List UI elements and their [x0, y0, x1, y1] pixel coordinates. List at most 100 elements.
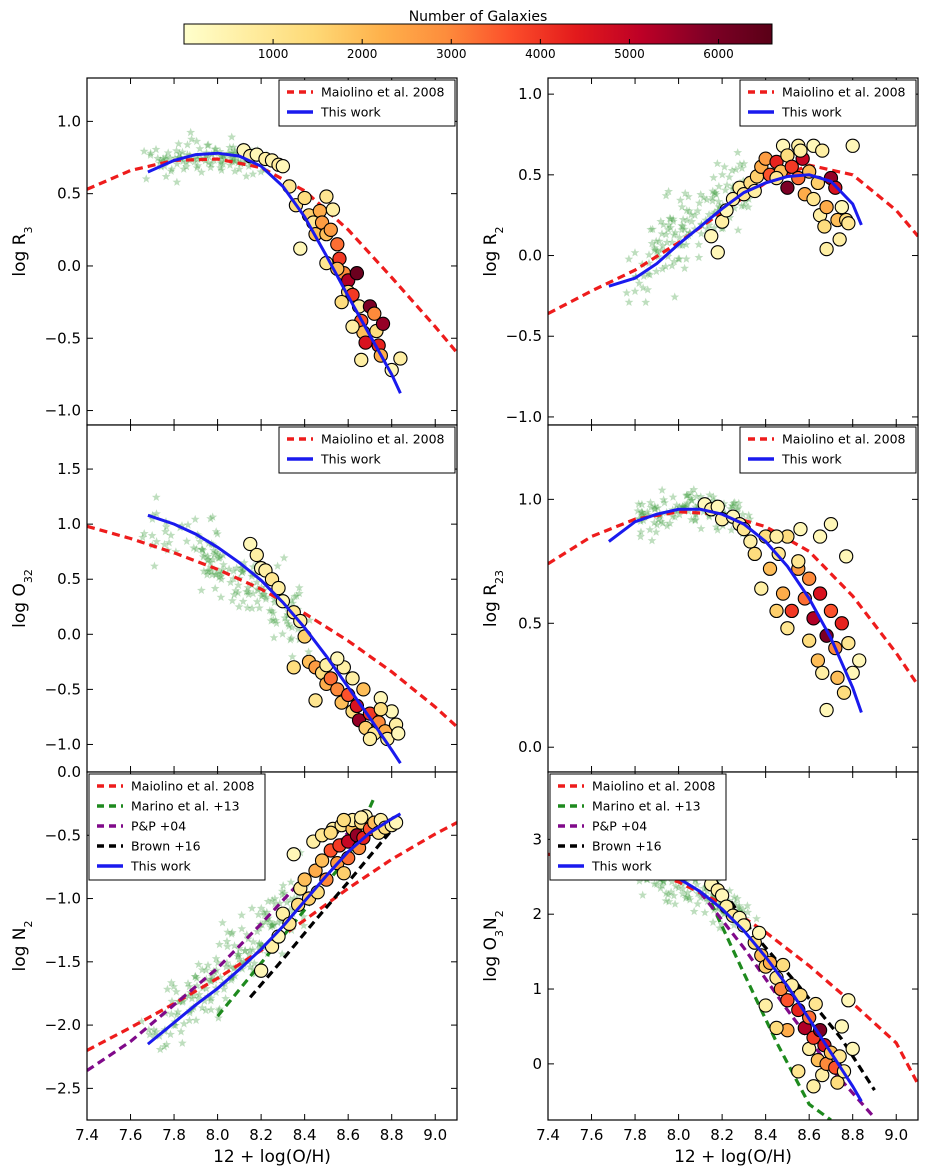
galaxy-bin-point [334, 294, 349, 310]
star-point [192, 973, 202, 982]
star-point [709, 223, 719, 232]
star-point [229, 590, 239, 599]
star-point [166, 166, 176, 175]
galaxy-bin-point [819, 241, 834, 257]
y-tick-label: 0.5 [57, 570, 81, 588]
star-point [704, 220, 714, 229]
star-point [159, 1042, 169, 1051]
star-point [714, 201, 724, 211]
star-point [267, 921, 277, 930]
y-tick-label: 1.0 [57, 112, 81, 130]
star-point [203, 556, 212, 565]
star-point [211, 954, 221, 963]
star-point [686, 493, 696, 502]
star-point [266, 922, 276, 931]
star-point [676, 195, 685, 204]
x-tick-label: 8.6 [797, 1126, 821, 1144]
star-point [161, 527, 170, 536]
star-point [243, 603, 252, 612]
star-point [213, 549, 222, 558]
star-point [228, 153, 237, 162]
star-point [201, 984, 211, 993]
y-tick-label: −0.5 [45, 329, 81, 347]
star-point [684, 506, 693, 516]
series-line-brown [248, 824, 398, 999]
y-tick-label: 0.5 [57, 185, 81, 203]
star-point [161, 172, 171, 181]
legend-box [278, 79, 456, 127]
star-point [670, 512, 680, 521]
star-point [244, 950, 254, 959]
star-point [227, 132, 237, 141]
legend-label: Marino et al. +13 [592, 799, 701, 814]
star-point [273, 918, 282, 927]
star-sample-group [622, 148, 754, 307]
star-point [714, 181, 724, 191]
star-point [236, 563, 246, 572]
series-line-this_work [147, 513, 402, 765]
star-point [727, 166, 737, 175]
star-point [270, 594, 279, 603]
star-point [248, 169, 258, 178]
colorbar-tick-label: 5000 [614, 47, 645, 61]
star-point [172, 1010, 182, 1019]
y-axis-label-sub2: 2 [493, 910, 506, 917]
star-point [287, 623, 297, 632]
star-point [268, 615, 278, 624]
star-point [638, 890, 648, 899]
star-point [719, 909, 729, 918]
series-line-pp04 [699, 891, 876, 1119]
star-point [687, 217, 697, 226]
star-point [174, 997, 183, 1006]
y-tick-label: 0.0 [518, 247, 542, 265]
galaxy-bin-point [806, 191, 821, 207]
star-point [637, 507, 646, 516]
star-point [187, 134, 196, 143]
star-point [254, 585, 263, 595]
star-point [206, 159, 216, 168]
star-point [270, 597, 279, 607]
star-point [152, 509, 161, 518]
star-point [263, 896, 273, 906]
y-axis-label-main2: N [481, 917, 501, 930]
star-point [226, 577, 235, 587]
star-point [286, 895, 295, 904]
star-point [686, 488, 696, 497]
galaxy-bin-point [330, 651, 345, 666]
star-point [237, 567, 247, 577]
star-point [637, 499, 647, 509]
galaxy-bin-point [834, 199, 849, 215]
star-point [144, 1025, 154, 1034]
colorbar-title: Number of Galaxies [409, 9, 548, 25]
star-point [227, 927, 237, 937]
star-point [668, 216, 678, 226]
star-point [737, 201, 747, 210]
star-point [662, 237, 672, 247]
star-point [683, 490, 693, 499]
plot-area [87, 78, 457, 425]
star-point [230, 941, 239, 950]
star-point [690, 210, 700, 220]
star-point [153, 153, 163, 163]
star-point [213, 529, 222, 538]
star-point [239, 566, 248, 575]
star-point [638, 283, 648, 292]
galaxy-bin-point [815, 665, 830, 681]
star-point [206, 514, 215, 523]
star-point [738, 509, 748, 519]
star-point [230, 166, 240, 175]
star-point [256, 903, 266, 913]
colorbar-tick-label: 3000 [436, 47, 467, 61]
star-point [212, 965, 221, 975]
star-point [658, 264, 667, 273]
star-point [214, 572, 224, 582]
star-point [262, 907, 272, 917]
star-point [193, 154, 202, 164]
star-point [661, 262, 670, 271]
star-point [249, 958, 259, 968]
star-point [216, 158, 226, 167]
star-point [650, 243, 659, 252]
legend-box [278, 426, 456, 474]
star-point [652, 520, 662, 529]
y-tick-label: 1.5 [57, 460, 81, 478]
